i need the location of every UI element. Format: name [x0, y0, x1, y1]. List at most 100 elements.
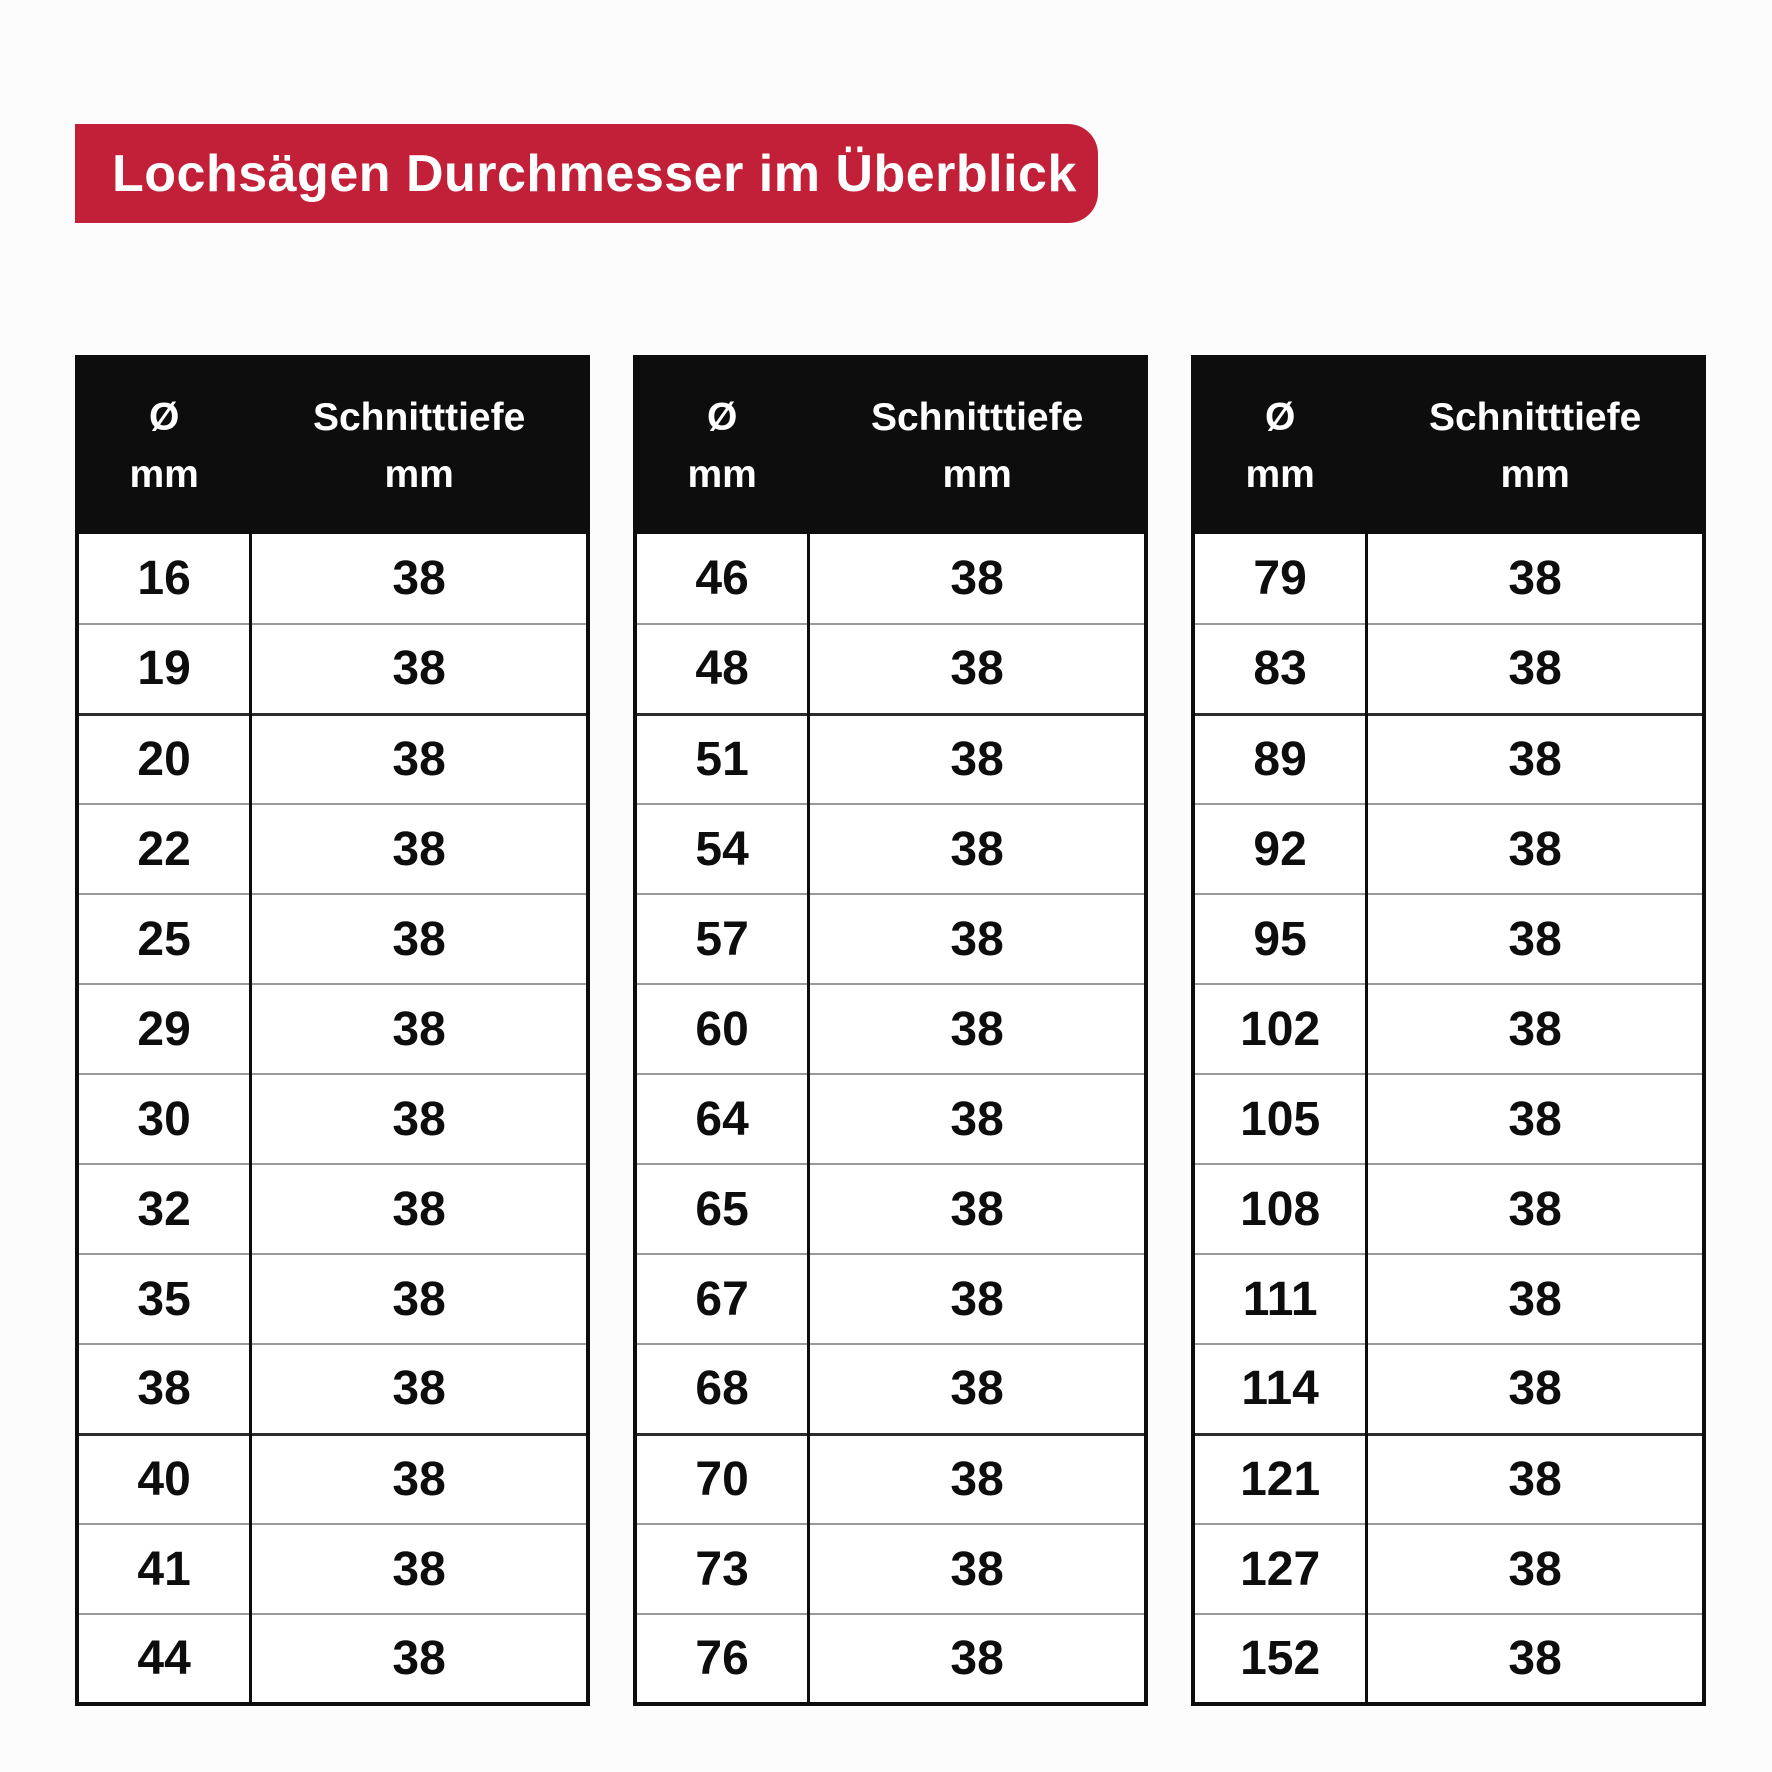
- cutting-depth-cell: 38: [392, 552, 446, 605]
- table-row: 95 38: [1193, 893, 1704, 984]
- diameter-cell: 46: [635, 534, 811, 624]
- header-row: Ø mm Schnitttiefe mm: [77, 357, 588, 534]
- table-row: 54 38: [635, 803, 1146, 894]
- cutting-depth-cell: 38: [250, 623, 588, 714]
- table-row: 30 38: [77, 1073, 588, 1164]
- table-row: 29 38: [77, 983, 588, 1074]
- diameter-column-header: Ø mm: [77, 357, 253, 534]
- table-row: 70 38: [635, 1432, 1146, 1524]
- table-body: 16 38 19 38 20 38 22 38 25 38 29 38 30 38 32 38 35 38 38 38…: [77, 534, 588, 1704]
- cutting-depth-cell: 38: [808, 1432, 1146, 1524]
- cutting-depth-cell: 38: [250, 1073, 588, 1164]
- diameter-symbol: Ø: [706, 395, 738, 439]
- diameter-cell: 95: [1193, 893, 1369, 984]
- cutting-depth-cell: 38: [1366, 803, 1704, 894]
- table-row: 67 38: [635, 1253, 1146, 1344]
- diameter-cell: 51: [635, 712, 811, 804]
- cutting-depth-cell: 38: [808, 1613, 1146, 1704]
- table-row: 89 38: [1193, 712, 1704, 804]
- table-row: 19 38: [77, 623, 588, 714]
- cutting-depth-cell: 38: [808, 1073, 1146, 1164]
- table-header: Ø mm Schnitttiefe mm: [635, 357, 1146, 534]
- diameter-cell: 111: [1193, 1253, 1369, 1344]
- table-row: 57 38: [635, 893, 1146, 984]
- cutting-depth-cell: 38: [1366, 1343, 1704, 1434]
- header-row: Ø mm Schnitttiefe mm: [635, 357, 1146, 534]
- cutting-depth-cell: 38: [250, 1523, 588, 1614]
- diameter-cell: 92: [1193, 803, 1369, 894]
- diameter-cell: 30: [77, 1073, 253, 1164]
- cutting-depth-cell: 38: [250, 893, 588, 984]
- cutting-depth-unit: mm: [384, 452, 454, 496]
- cutting-depth-cell: 38: [250, 1343, 588, 1434]
- cutting-depth-cell: 38: [1366, 1163, 1704, 1254]
- table-header: Ø mm Schnitttiefe mm: [77, 357, 588, 534]
- diameter-cell: 121: [1193, 1432, 1369, 1524]
- cutting-depth-cell: 38: [950, 552, 1004, 605]
- table-row: 152 38: [1193, 1613, 1704, 1704]
- diameter-column-header: Ø mm: [635, 357, 811, 534]
- table-row: 73 38: [635, 1523, 1146, 1614]
- cutting-depth-cell: 38: [1508, 552, 1562, 605]
- table-row: 35 38: [77, 1253, 588, 1344]
- tables-container: Ø mm Schnitttiefe mm 16 38 19 38 20 38 22 38 25 3…: [75, 355, 1706, 1706]
- cutting-depth-cell: 38: [808, 1253, 1146, 1344]
- diameter-cell: 19: [77, 623, 253, 714]
- hole-saw-table-3: Ø mm Schnitttiefe mm 79 38 83 38 89 38 92 38 95 3…: [1191, 355, 1706, 1706]
- cutting-depth-cell: 38: [808, 712, 1146, 804]
- diameter-unit: mm: [129, 452, 199, 496]
- diameter-cell: 40: [77, 1432, 253, 1524]
- diameter-cell: 32: [77, 1163, 253, 1254]
- diameter-symbol: Ø: [148, 395, 180, 439]
- table-row: 46 38: [635, 534, 1146, 624]
- table-body: 79 38 83 38 89 38 92 38 95 38 102 38 105 38 108 38 111 38…: [1193, 534, 1704, 1704]
- diameter-cell: 35: [77, 1253, 253, 1344]
- table-row: 76 38: [635, 1613, 1146, 1704]
- cutting-depth-cell: 38: [808, 803, 1146, 894]
- diameter-cell: 25: [77, 893, 253, 984]
- table-body: 46 38 48 38 51 38 54 38 57 38 60 38 64 38 65 38 67 38 68 38…: [635, 534, 1146, 1704]
- cutting-depth-cell: 38: [1366, 1253, 1704, 1344]
- table-row: 92 38: [1193, 803, 1704, 894]
- table-row: 127 38: [1193, 1523, 1704, 1614]
- table-row: 40 38: [77, 1432, 588, 1524]
- diameter-cell: 41: [77, 1523, 253, 1614]
- diameter-cell: 65: [635, 1163, 811, 1254]
- cutting-depth-cell: 38: [250, 1253, 588, 1344]
- table-row: 32 38: [77, 1163, 588, 1254]
- cutting-depth-cell: 38: [1366, 983, 1704, 1074]
- hole-saw-table-2: Ø mm Schnitttiefe mm 46 38 48 38 51 38 54 38 57 3…: [633, 355, 1148, 1706]
- diameter-cell: 89: [1193, 712, 1369, 804]
- cutting-depth-cell: 38: [808, 1163, 1146, 1254]
- diameter-cell: 108: [1193, 1163, 1369, 1254]
- table-row: 108 38: [1193, 1163, 1704, 1254]
- cutting-depth-label: Schnitttiefe: [870, 395, 1084, 439]
- cutting-depth-cell: 38: [1366, 893, 1704, 984]
- diameter-cell: 70: [635, 1432, 811, 1524]
- cutting-depth-cell: 38: [1366, 1432, 1704, 1524]
- table-row: 121 38: [1193, 1432, 1704, 1524]
- diameter-cell: 48: [635, 623, 811, 714]
- diameter-cell: 152: [1193, 1613, 1369, 1704]
- table-row: 38 38: [77, 1343, 588, 1434]
- table-row: 102 38: [1193, 983, 1704, 1074]
- cutting-depth-unit: mm: [942, 452, 1012, 496]
- cutting-depth-cell: 38: [808, 1523, 1146, 1614]
- cutting-depth-cell: 38: [1366, 1613, 1704, 1704]
- cutting-depth-cell: 38: [808, 893, 1146, 984]
- cutting-depth-cell: 38: [250, 1163, 588, 1254]
- diameter-cell: 22: [77, 803, 253, 894]
- diameter-cell: 127: [1193, 1523, 1369, 1614]
- diameter-cell: 114: [1193, 1343, 1369, 1434]
- diameter-cell: 57: [635, 893, 811, 984]
- cutting-depth-column-header: Schnitttiefe mm: [808, 357, 1146, 534]
- cutting-depth-label: Schnitttiefe: [312, 395, 526, 439]
- diameter-cell: 73: [635, 1523, 811, 1614]
- table-row: 114 38: [1193, 1343, 1704, 1434]
- title-banner: Lochsägen Durchmesser im Überblick: [75, 124, 1098, 223]
- cutting-depth-column-header: Schnitttiefe mm: [1366, 357, 1704, 534]
- diameter-cell: 68: [635, 1343, 811, 1434]
- diameter-cell: 20: [77, 712, 253, 804]
- table-row: 41 38: [77, 1523, 588, 1614]
